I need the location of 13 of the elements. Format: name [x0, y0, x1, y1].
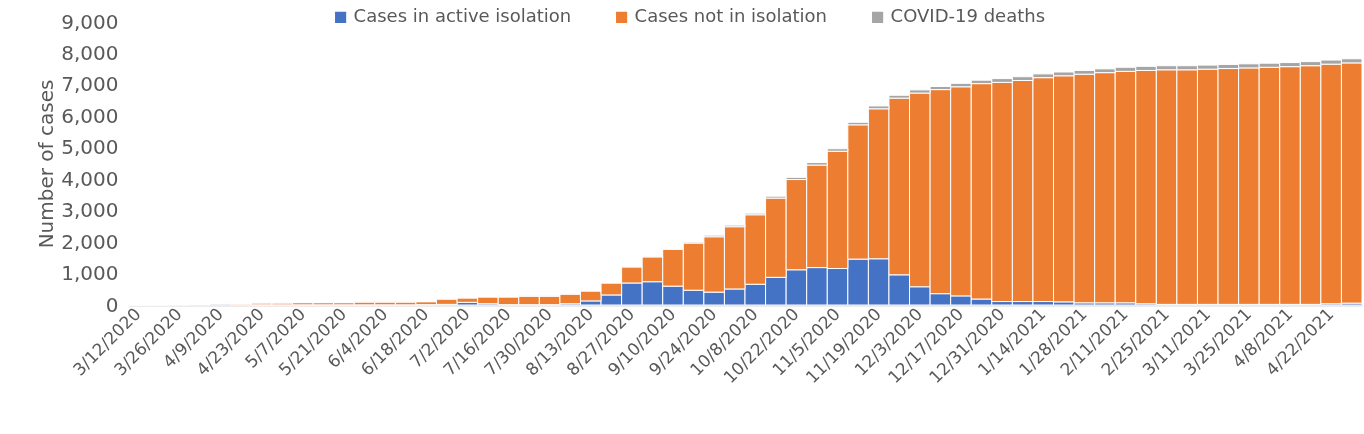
y-axis-title: Number of cases: [34, 79, 59, 249]
y-tick-label: 9,000: [61, 9, 119, 34]
y-tick-label: 6,000: [61, 103, 119, 128]
y-tick-label: 4,000: [61, 166, 119, 191]
legend-label: Cases in active isolation: [353, 5, 572, 27]
y-tick-label: 2,000: [61, 229, 119, 254]
y-tick-label: 7,000: [61, 72, 119, 97]
y-tick-label: 5,000: [61, 135, 119, 160]
y-tick-label: 3,000: [61, 198, 119, 223]
y-tick-label: 1,000: [61, 261, 119, 286]
legend-label: Cases not in isolation: [634, 5, 827, 27]
y-tick-label: 8,000: [61, 40, 119, 65]
legend-label: COVID-19 deaths: [890, 5, 1046, 27]
